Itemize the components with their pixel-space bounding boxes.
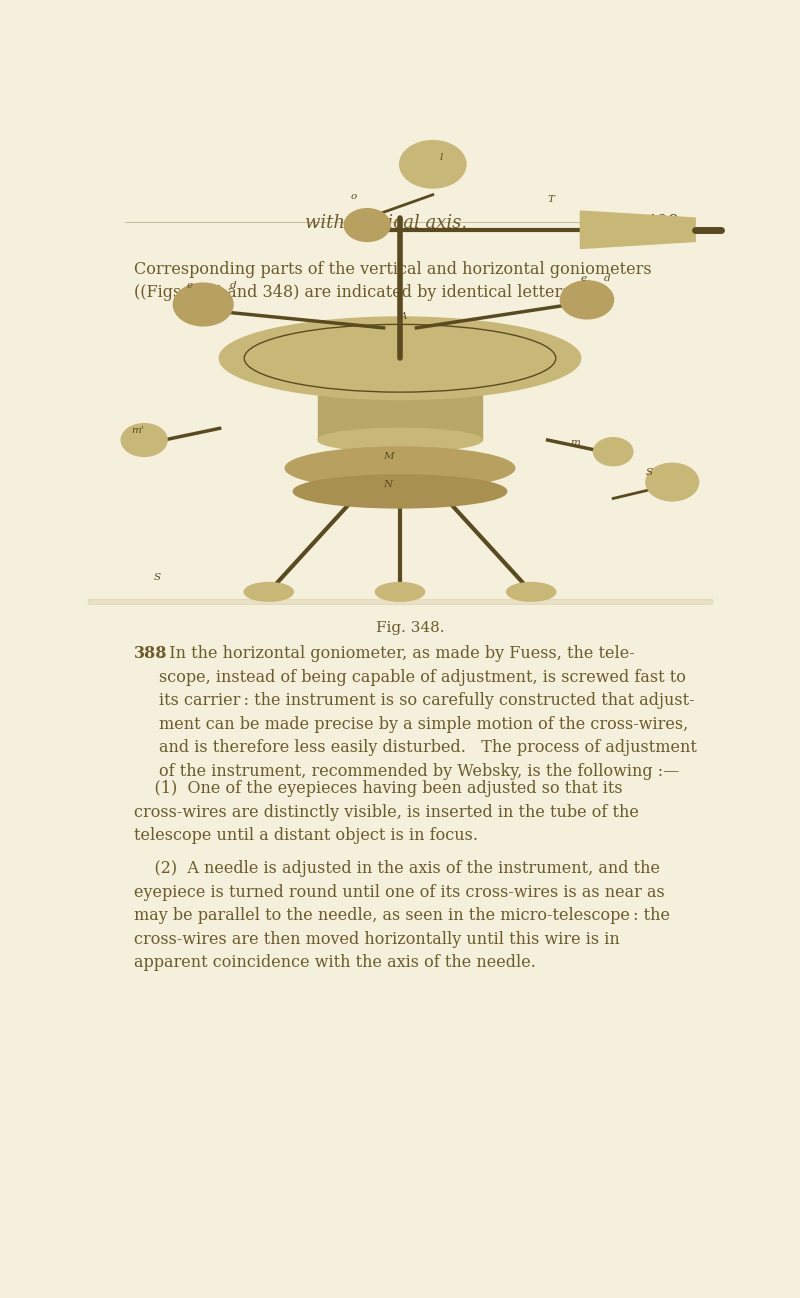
Text: m: m [570,437,581,447]
Text: (1)  One of the eyepieces having been adjusted so that its
cross-wires are disti: (1) One of the eyepieces having been adj… [134,780,639,845]
Text: with vertical axis.: with vertical axis. [305,214,466,232]
Circle shape [561,282,613,318]
Circle shape [594,437,633,466]
Text: S: S [646,469,653,478]
Text: Fig. 348.: Fig. 348. [376,620,444,635]
Circle shape [646,463,698,501]
Text: M: M [384,452,394,461]
Text: T: T [547,195,554,204]
Ellipse shape [294,475,506,508]
Text: e: e [186,282,193,291]
Ellipse shape [506,583,556,601]
Ellipse shape [375,583,425,601]
Text: e: e [580,274,586,283]
Text: o: o [350,192,357,201]
Ellipse shape [219,317,580,398]
Text: S: S [154,574,161,583]
Text: d: d [230,282,236,291]
Circle shape [400,141,466,188]
Text: 388: 388 [134,645,168,662]
Text: m': m' [131,426,144,435]
Text: Corresponding parts of the vertical and horizontal goniometers
((Figs. 345 and 3: Corresponding parts of the vertical and … [134,261,652,301]
Circle shape [344,209,390,241]
Circle shape [121,423,167,457]
Text: (2)  A needle is adjusted in the axis of the instrument, and the
eyepiece is tur: (2) A needle is adjusted in the axis of … [134,861,670,971]
Text: . In the horizontal goniometer, as made by Fuess, the tele-
scope, instead of be: . In the horizontal goniometer, as made … [159,645,697,780]
Text: d: d [603,274,610,283]
Text: N: N [384,480,393,489]
Text: l: l [439,153,442,162]
Ellipse shape [285,447,515,489]
Ellipse shape [318,428,482,452]
Circle shape [174,283,233,326]
Text: 409: 409 [646,214,680,232]
Ellipse shape [244,583,294,601]
Polygon shape [318,358,482,440]
Text: A: A [400,312,407,321]
Polygon shape [580,212,695,248]
